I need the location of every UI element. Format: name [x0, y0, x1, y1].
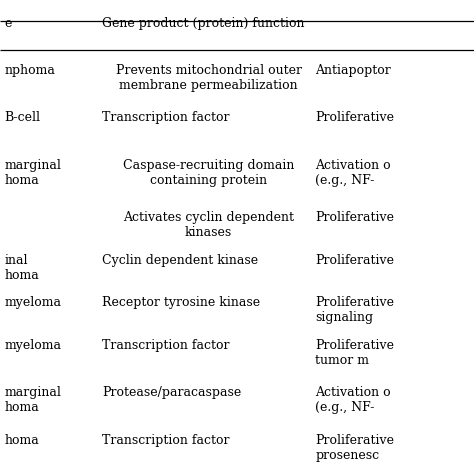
- Text: Proliferative: Proliferative: [315, 254, 394, 266]
- Text: Proliferative: Proliferative: [315, 211, 394, 224]
- Text: marginal
homa: marginal homa: [5, 159, 62, 187]
- Text: B-cell: B-cell: [5, 111, 41, 124]
- Text: Caspase-recruiting domain
containing protein: Caspase-recruiting domain containing pro…: [123, 159, 294, 187]
- Text: Activates cyclin dependent
kinases: Activates cyclin dependent kinases: [123, 211, 294, 239]
- Text: Receptor tyrosine kinase: Receptor tyrosine kinase: [102, 296, 260, 309]
- Text: Transcription factor: Transcription factor: [102, 339, 229, 352]
- Text: Proliferative
tumor m: Proliferative tumor m: [315, 339, 394, 367]
- Text: Cyclin dependent kinase: Cyclin dependent kinase: [102, 254, 258, 266]
- Text: Activation o
(e.g., NF-: Activation o (e.g., NF-: [315, 386, 391, 414]
- Text: Proliferative: Proliferative: [315, 111, 394, 124]
- Text: Proliferative
prosenesc: Proliferative prosenesc: [315, 434, 394, 462]
- Text: myeloma: myeloma: [5, 339, 62, 352]
- Text: Activation o
(e.g., NF-: Activation o (e.g., NF-: [315, 159, 391, 187]
- Text: myeloma: myeloma: [5, 296, 62, 309]
- Text: Gene product (protein) function: Gene product (protein) function: [102, 17, 304, 29]
- Text: e: e: [5, 17, 12, 29]
- Text: inal
homa: inal homa: [5, 254, 39, 282]
- Text: marginal
homa: marginal homa: [5, 386, 62, 414]
- Text: Transcription factor: Transcription factor: [102, 111, 229, 124]
- Text: Transcription factor: Transcription factor: [102, 434, 229, 447]
- Text: Antiapoptor: Antiapoptor: [315, 64, 391, 77]
- Text: nphoma: nphoma: [5, 64, 55, 77]
- Text: Proliferative
signaling: Proliferative signaling: [315, 296, 394, 324]
- Text: Prevents mitochondrial outer
membrane permeabilization: Prevents mitochondrial outer membrane pe…: [116, 64, 301, 92]
- Text: homa: homa: [5, 434, 39, 447]
- Text: Protease/paracaspase: Protease/paracaspase: [102, 386, 241, 399]
